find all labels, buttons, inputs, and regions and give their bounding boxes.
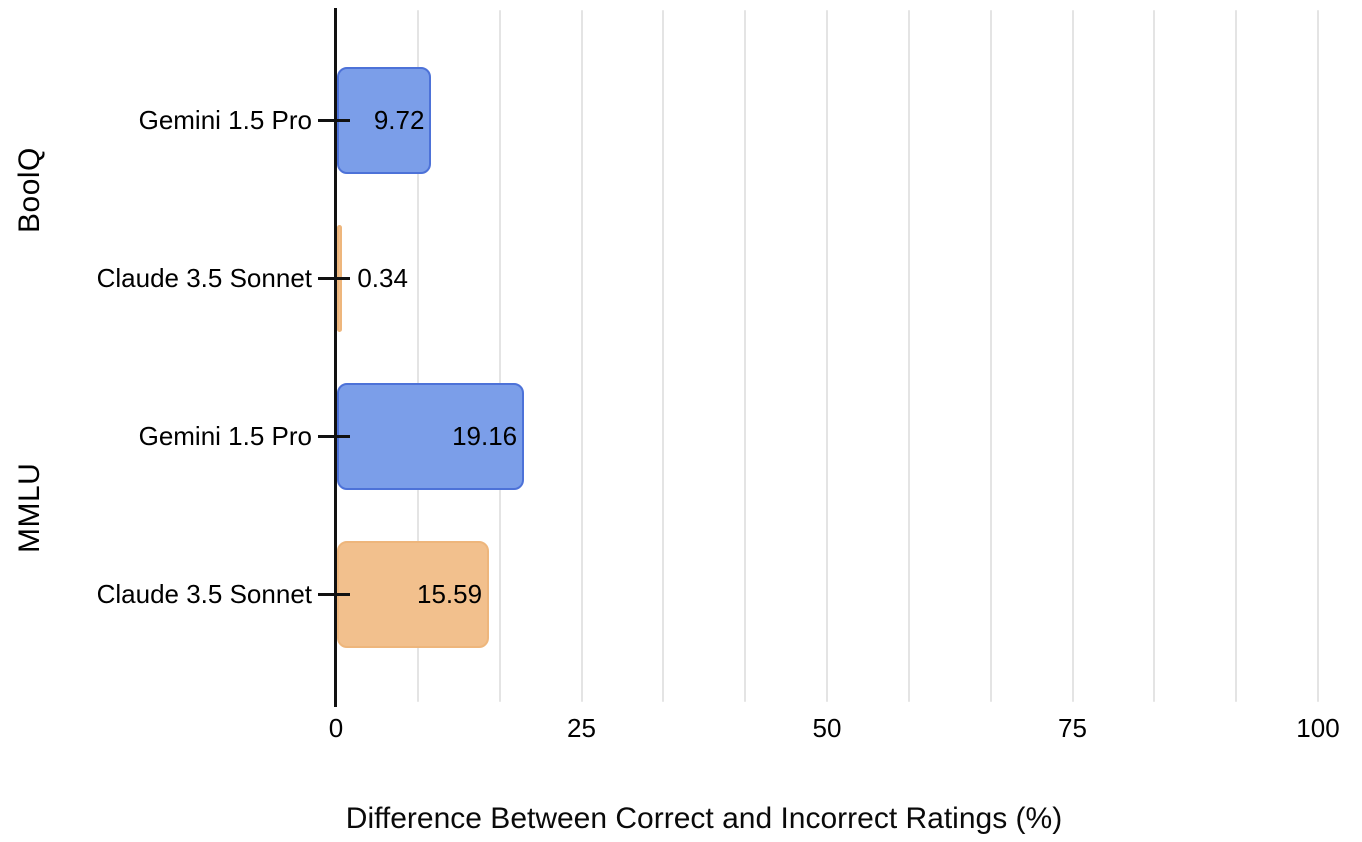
x-tick-label-75: 75	[1058, 713, 1087, 743]
x-tick-label-0: 0	[328, 713, 344, 743]
category-label-claude-3-5-sonnet: Claude 3.5 Sonnet	[96, 579, 312, 609]
gridline	[498, 10, 501, 702]
bar-value-label: 9.72	[373, 105, 425, 135]
gridline	[744, 10, 747, 702]
gridline	[826, 10, 828, 702]
y-axis-line	[334, 8, 337, 707]
y-tick-gemini-1-5-pro	[318, 118, 350, 122]
x-tick-label-25: 25	[567, 713, 596, 743]
gridline	[1317, 10, 1319, 702]
gridline	[1235, 10, 1238, 702]
gridline	[1071, 10, 1074, 702]
category-label-gemini-1-5-pro: Gemini 1.5 Pro	[138, 421, 312, 451]
gridline	[907, 10, 910, 702]
x-axis-title: Difference Between Correct and Incorrect…	[345, 802, 1063, 835]
bar-value-label: 0.34	[357, 263, 408, 293]
gridline	[1153, 10, 1156, 702]
x-tick-label-50: 50	[812, 713, 842, 743]
y-tick-claude-3-5-sonnet	[318, 592, 350, 596]
y-tick-gemini-1-5-pro	[318, 434, 350, 438]
gridline	[416, 10, 419, 702]
gridline	[989, 10, 992, 702]
bar-value-label: 19.16	[452, 421, 518, 451]
category-label-claude-3-5-sonnet: Claude 3.5 Sonnet	[96, 263, 312, 293]
bar-gemini-1-5-pro	[337, 382, 525, 490]
group-label-mmlu: MMLU	[13, 462, 46, 554]
bar-value-label: 15.59	[417, 579, 483, 609]
group-label-boolq: BoolQ	[13, 147, 46, 233]
y-tick-claude-3-5-sonnet	[318, 276, 350, 280]
gridline	[580, 10, 583, 702]
x-tick-label-100: 100	[1296, 713, 1340, 743]
category-label-gemini-1-5-pro: Gemini 1.5 Pro	[138, 105, 312, 135]
gridline	[662, 10, 665, 702]
